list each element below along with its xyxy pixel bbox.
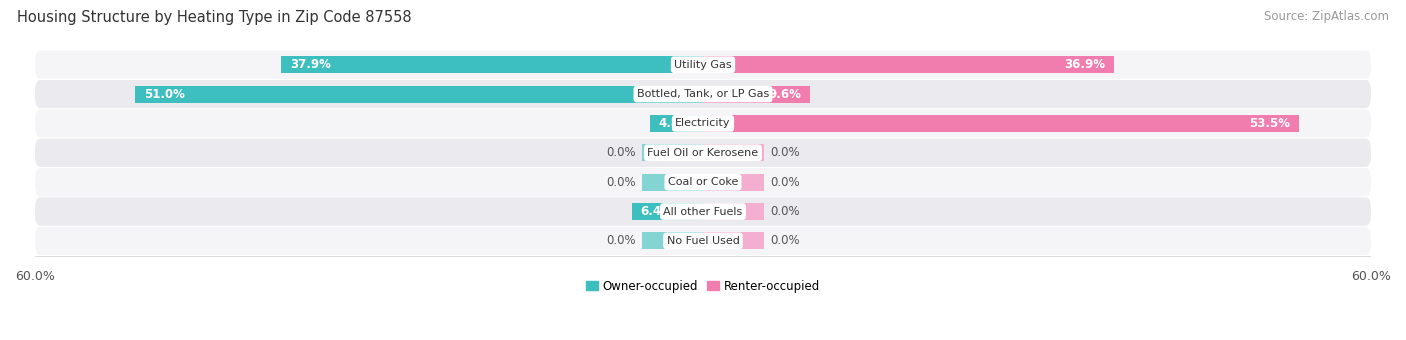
FancyBboxPatch shape: [35, 51, 1371, 79]
Text: 0.0%: 0.0%: [606, 234, 636, 248]
Text: 37.9%: 37.9%: [290, 58, 330, 71]
Text: 53.5%: 53.5%: [1249, 117, 1289, 130]
Text: 36.9%: 36.9%: [1064, 58, 1105, 71]
Text: 0.0%: 0.0%: [770, 176, 800, 189]
FancyBboxPatch shape: [35, 168, 1371, 196]
Text: 0.0%: 0.0%: [770, 234, 800, 248]
Bar: [641, 144, 703, 161]
Bar: [703, 56, 1114, 73]
Bar: [281, 56, 703, 73]
Bar: [703, 144, 765, 161]
Text: Bottled, Tank, or LP Gas: Bottled, Tank, or LP Gas: [637, 89, 769, 99]
Bar: [641, 174, 703, 191]
Text: Coal or Coke: Coal or Coke: [668, 177, 738, 187]
Legend: Owner-occupied, Renter-occupied: Owner-occupied, Renter-occupied: [586, 280, 820, 293]
Text: No Fuel Used: No Fuel Used: [666, 236, 740, 246]
Bar: [631, 203, 703, 220]
Text: 4.8%: 4.8%: [658, 117, 692, 130]
FancyBboxPatch shape: [35, 80, 1371, 108]
Text: 0.0%: 0.0%: [770, 205, 800, 218]
Text: 0.0%: 0.0%: [606, 146, 636, 159]
Text: All other Fuels: All other Fuels: [664, 206, 742, 217]
Bar: [703, 232, 765, 250]
Bar: [650, 115, 703, 132]
Text: Electricity: Electricity: [675, 118, 731, 129]
Bar: [135, 86, 703, 103]
Text: 51.0%: 51.0%: [143, 88, 186, 101]
FancyBboxPatch shape: [35, 139, 1371, 167]
FancyBboxPatch shape: [35, 109, 1371, 137]
Text: Source: ZipAtlas.com: Source: ZipAtlas.com: [1264, 10, 1389, 23]
FancyBboxPatch shape: [35, 198, 1371, 226]
Text: 0.0%: 0.0%: [770, 146, 800, 159]
Text: 6.4%: 6.4%: [641, 205, 673, 218]
Bar: [703, 86, 810, 103]
Text: 9.6%: 9.6%: [768, 88, 801, 101]
Bar: [703, 115, 1299, 132]
FancyBboxPatch shape: [35, 227, 1371, 255]
Bar: [703, 174, 765, 191]
Text: 0.0%: 0.0%: [606, 176, 636, 189]
Bar: [641, 232, 703, 250]
Text: Utility Gas: Utility Gas: [675, 60, 731, 70]
Text: Fuel Oil or Kerosene: Fuel Oil or Kerosene: [647, 148, 759, 158]
Bar: [703, 203, 765, 220]
Text: Housing Structure by Heating Type in Zip Code 87558: Housing Structure by Heating Type in Zip…: [17, 10, 412, 25]
